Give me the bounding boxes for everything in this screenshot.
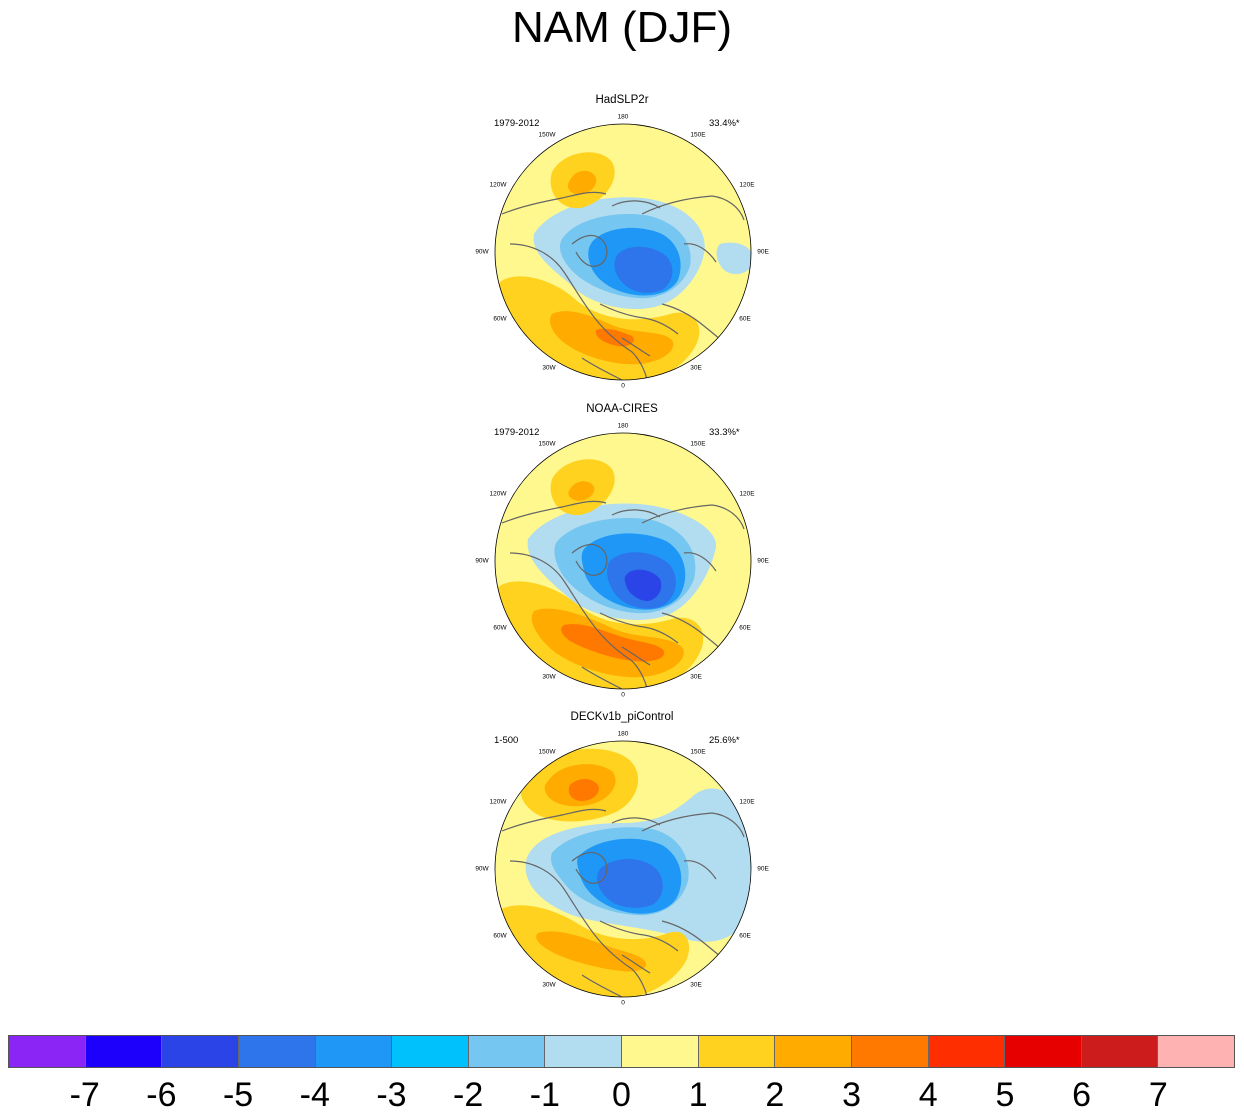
figure-title: NAM (DJF) [512, 3, 732, 52]
panel-title: DECKv1b_piControl [570, 711, 674, 723]
contour-pos-3-atlantic [561, 624, 665, 662]
contour-neg-4 [597, 858, 663, 908]
contour-pos-3-atlantic [595, 328, 634, 347]
panel-title: HadSLP2r [595, 94, 649, 106]
colorbar-tick-label: -6 [146, 1076, 177, 1114]
colorbar-tick-label: 6 [1072, 1076, 1092, 1114]
contour-pos-2-pacific [568, 481, 595, 501]
colorbar-box [622, 1036, 699, 1067]
colorbar-box [698, 1036, 776, 1067]
coastlines [501, 808, 745, 997]
colorbar-box [162, 1036, 239, 1067]
lon-label: 60E [739, 624, 751, 632]
colorbar-box [775, 1036, 852, 1067]
lon-label: 150E [690, 131, 706, 139]
colorbar-tick-label: 0 [612, 1076, 631, 1114]
colorbar-box [851, 1036, 929, 1067]
panel-period: 1979-2012 [494, 118, 540, 129]
polar-map [494, 740, 752, 998]
panel-title: NOAA-CIRES [586, 403, 658, 415]
colorbar-box [1005, 1036, 1082, 1067]
map-panel-deckv1b-picontrol: DECKv1b_piControl 1-500 25.6%* 180 150E … [472, 711, 772, 1011]
lon-label: 90E [757, 865, 769, 873]
lon-label: 30E [690, 981, 702, 989]
colorbar-tick-label: -4 [299, 1076, 330, 1114]
panel-variance: 33.3%* [709, 427, 740, 438]
contour-pos-2-atlantic [536, 931, 647, 972]
panel-period: 1979-2012 [494, 427, 540, 438]
lon-label: 60W [493, 315, 507, 323]
polar-map [494, 123, 752, 381]
lon-label: 150E [690, 748, 706, 756]
colorbar-tick-label: 7 [1148, 1076, 1168, 1114]
lon-label: 150W [538, 748, 556, 756]
lon-label: 60W [493, 624, 507, 632]
lon-label: 0 [621, 382, 625, 390]
coastlines [501, 191, 745, 380]
colorbar-box [545, 1036, 622, 1067]
colorbar-tick-label: 2 [765, 1076, 785, 1114]
colorbar-box [1081, 1036, 1159, 1067]
lon-label: 120E [739, 490, 755, 498]
colorbar-box [238, 1036, 316, 1067]
lon-label: 60E [739, 315, 751, 323]
contour-neg-4 [614, 246, 673, 293]
colorbar-tick-label: 5 [995, 1076, 1015, 1114]
colorbar-box [928, 1036, 1006, 1067]
lon-label: 150W [538, 131, 556, 139]
contour-pos-3-pacific [568, 779, 599, 801]
lon-label: 180 [617, 113, 629, 121]
map-boundary [494, 432, 752, 690]
map-boundary [494, 740, 752, 998]
colorbar-box [9, 1036, 86, 1067]
colorbar-tick-label: -1 [529, 1076, 560, 1114]
lon-label: 0 [621, 691, 625, 699]
colorbar [8, 1035, 1235, 1068]
lon-label: 30W [542, 981, 556, 989]
lon-label: 90E [757, 248, 769, 256]
colorbar-tick-label: -7 [69, 1076, 100, 1114]
lon-label: 150W [538, 440, 556, 448]
colorbar-box [1158, 1036, 1234, 1067]
lon-label: 90W [475, 865, 489, 873]
colorbar-tick-label: 4 [918, 1076, 938, 1114]
lon-label: 180 [617, 422, 629, 430]
map-panel-noaa-cires: NOAA-CIRES 1979-2012 33.3%* 180 150E [472, 403, 772, 703]
panel-variance: 33.4%* [709, 118, 740, 129]
map-panel-hadslp2r: HadSLP2r 1979-2012 33.4%* [472, 94, 772, 394]
colorbar-box [468, 1036, 546, 1067]
colorbar-tick-label: -5 [222, 1076, 254, 1114]
colorbar-box [315, 1036, 393, 1067]
contour-neg-5 [624, 569, 662, 601]
lon-label: 0 [621, 999, 625, 1007]
panel-variance: 25.6%* [709, 735, 740, 746]
colorbar-tick-label: 1 [688, 1076, 708, 1114]
lon-label: 150E [690, 440, 706, 448]
contour-neg-1-east [716, 242, 751, 275]
lon-label: 30W [542, 673, 556, 681]
lon-label: 120W [489, 798, 507, 806]
lon-label: 30E [690, 364, 702, 372]
lon-label: 120E [739, 181, 755, 189]
panel-period: 1-500 [494, 735, 519, 746]
lon-label: 90W [475, 557, 489, 565]
lon-label: 120W [489, 490, 507, 498]
lon-label: 120W [489, 181, 507, 189]
lon-label: 180 [617, 730, 629, 738]
colorbar-tick-label: 3 [842, 1076, 862, 1114]
lon-label: 30E [690, 673, 702, 681]
colorbar-box [85, 1036, 163, 1067]
lon-label: 90E [757, 557, 769, 565]
map-boundary [494, 123, 752, 381]
polar-map [494, 432, 752, 690]
colorbar-tick-label: -2 [453, 1076, 484, 1114]
lon-label: 60E [739, 932, 751, 940]
lon-label: 90W [475, 248, 489, 256]
contour-pos-2-pacific [568, 170, 597, 195]
colorbar-tick-label: -3 [376, 1076, 407, 1114]
lon-label: 30W [542, 364, 556, 372]
lon-label: 60W [493, 932, 507, 940]
lon-label: 120E [739, 798, 755, 806]
colorbar-box [392, 1036, 469, 1067]
